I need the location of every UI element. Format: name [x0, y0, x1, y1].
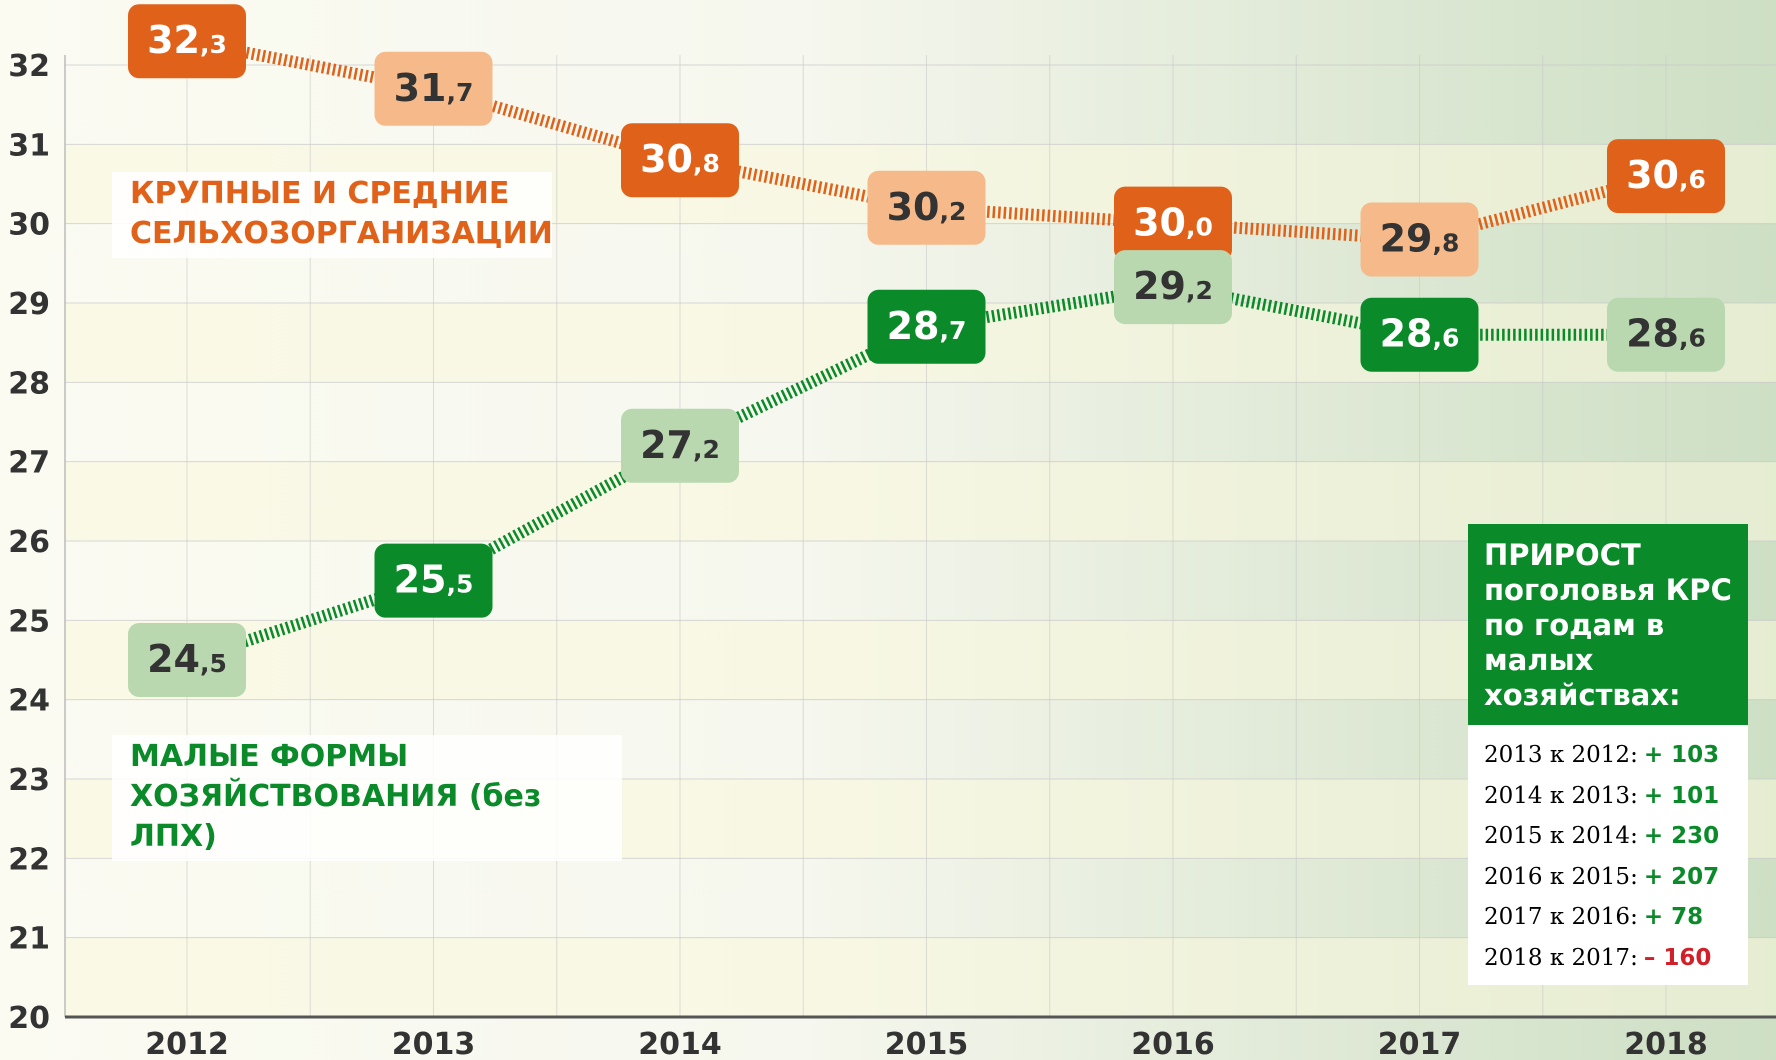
annotation-row: 2014 к 2013: + 101 [1468, 776, 1748, 817]
y-tick-label: 29 [8, 287, 50, 322]
y-tick-label: 22 [8, 842, 50, 877]
annotation-row: 2016 к 2015: + 207 [1468, 857, 1748, 898]
y-tick-label: 27 [8, 446, 50, 481]
annotation-row: 2018 к 2017: – 160 [1468, 938, 1748, 979]
value-label-box [621, 408, 739, 483]
value-label: 28,6 [1626, 312, 1706, 356]
row-label: 2018 к 2017: [1484, 944, 1638, 971]
value-label: 30,8 [640, 137, 720, 181]
row-label: 2014 к 2013: [1484, 782, 1638, 809]
value-label: 27,2 [640, 423, 720, 467]
row-label: 2017 к 2016: [1484, 904, 1638, 931]
x-tick-label: 2015 [885, 1027, 969, 1060]
row-value: + 78 [1643, 904, 1704, 931]
value-label: 28,7 [887, 304, 967, 348]
y-tick-label: 24 [8, 684, 50, 719]
value-label: 30,2 [887, 185, 967, 229]
annotation-title: ПРИРОСТ поголовья КРС по годам в малых х… [1468, 524, 1748, 725]
x-tick-label: 2012 [145, 1027, 229, 1060]
value-label-box [1360, 202, 1479, 277]
y-tick-label: 26 [8, 525, 50, 560]
value-label-box [374, 51, 493, 126]
row-value: – 160 [1643, 944, 1712, 971]
value-label-box [128, 4, 246, 79]
y-tick-label: 32 [8, 49, 50, 84]
x-tick-label: 2018 [1624, 1027, 1708, 1060]
legend-entry: МАЛЫЕ ФОРМЫ ХОЗЯЙСТВОВАНИЯ (без ЛПХ) [112, 735, 622, 861]
y-tick-label: 25 [8, 604, 50, 639]
row-label: 2013 к 2012: [1484, 742, 1638, 768]
row-value: + 101 [1643, 782, 1720, 809]
annotation-row: 2013 к 2012: + 103 [1468, 735, 1748, 776]
annotation-box: ПРИРОСТ поголовья КРС по годам в малых х… [1468, 524, 1748, 985]
row-label: 2015 к 2014: [1484, 823, 1638, 850]
annotation-rows: 2013 к 2012: + 103 2014 к 2013: + 101 2015 к… [1468, 725, 1748, 985]
value-label-box [374, 543, 493, 618]
value-label-box [1607, 297, 1725, 372]
y-tick-label: 30 [8, 208, 50, 243]
x-tick-label: 2016 [1131, 1027, 1215, 1060]
x-tick-label: 2013 [392, 1027, 476, 1060]
value-label-box [128, 623, 246, 697]
value-label: 31,7 [394, 66, 474, 110]
value-label-box [1607, 139, 1725, 214]
value-label-box [1114, 186, 1232, 261]
y-tick-label: 20 [8, 1001, 50, 1036]
x-tick-label: 2014 [638, 1027, 722, 1060]
value-label: 29,2 [1133, 264, 1213, 308]
value-label-box [1360, 297, 1479, 372]
row-value: + 207 [1643, 863, 1720, 890]
value-label-box [867, 170, 986, 245]
value-label: 30,6 [1626, 153, 1706, 197]
y-tick-label: 31 [8, 128, 50, 163]
row-value: + 103 [1643, 742, 1720, 768]
row-label: 2016 к 2015: [1484, 863, 1638, 890]
value-label-box [867, 289, 986, 364]
value-label: 32,3 [147, 18, 227, 62]
y-tick-label: 23 [8, 763, 50, 798]
value-label-box [621, 123, 739, 198]
y-tick-label: 21 [8, 922, 50, 957]
x-tick-label: 2017 [1378, 1027, 1462, 1060]
row-value: + 230 [1643, 823, 1720, 850]
annotation-row: 2015 к 2014: + 230 [1468, 816, 1748, 857]
value-label: 29,8 [1380, 217, 1460, 261]
value-label: 25,5 [394, 558, 474, 602]
value-label: 24,5 [147, 637, 227, 681]
y-tick-label: 28 [8, 366, 50, 401]
annotation-row: 2017 к 2016: + 78 [1468, 897, 1748, 938]
legend-entry: КРУПНЫЕ И СРЕДНИЕ СЕЛЬХОЗОРГАНИЗАЦИИ [112, 172, 553, 258]
value-label: 28,6 [1380, 312, 1460, 356]
value-label-box [1114, 250, 1232, 325]
value-label: 30,0 [1133, 201, 1213, 245]
